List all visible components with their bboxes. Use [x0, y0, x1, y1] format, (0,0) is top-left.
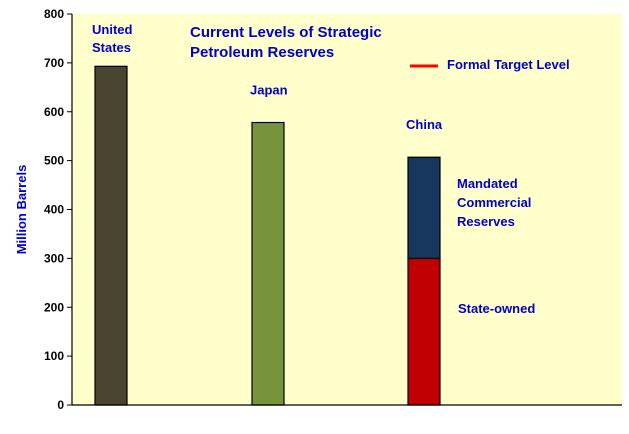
chart-title-line: Current Levels of Strategic	[190, 24, 382, 41]
category-label-united-states: States	[92, 40, 131, 55]
bar-united-states	[94, 65, 128, 406]
y-axis: 0 100 200 300 400 500 600 700 800 Million Barrels	[14, 7, 622, 412]
bar-labels: United States Japan China Mandated Commercial…	[92, 22, 535, 316]
y-tick-label: 600	[44, 105, 64, 119]
bar-china-state-owned	[407, 257, 441, 406]
plot-background	[72, 14, 622, 405]
y-tick-label: 200	[44, 300, 64, 314]
bar-china-mandated-commercial-reserves	[407, 156, 441, 259]
category-label-china: China	[406, 117, 443, 132]
y-tick-label: 0	[57, 398, 64, 412]
y-tick-label: 700	[44, 56, 64, 70]
y-tick-label: 800	[44, 7, 64, 21]
legend-label-target-level: Formal Target Level	[447, 57, 570, 72]
y-tick-label: 300	[44, 251, 64, 265]
y-tick-label: 400	[44, 203, 64, 217]
bars	[94, 65, 441, 406]
segment-label-state-owned: State-owned	[458, 301, 535, 316]
segment-label-mandated-commercial-reserves: Reserves	[457, 214, 515, 229]
legend: Formal Target Level	[410, 57, 570, 72]
bar-japan	[251, 121, 285, 406]
segment-label-mandated-commercial-reserves: Commercial	[457, 195, 531, 210]
segment-label-mandated-commercial-reserves: Mandated	[457, 176, 518, 191]
chart-title: Current Levels of Strategic Petroleum Res…	[190, 24, 382, 61]
y-tick-label: 100	[44, 349, 64, 363]
category-label-japan: Japan	[250, 83, 288, 98]
chart-title-line: Petroleum Reserves	[190, 44, 334, 61]
category-label-united-states: United	[92, 22, 133, 37]
y-axis-label: Million Barrels	[14, 165, 29, 255]
y-tick-label: 500	[44, 154, 64, 168]
